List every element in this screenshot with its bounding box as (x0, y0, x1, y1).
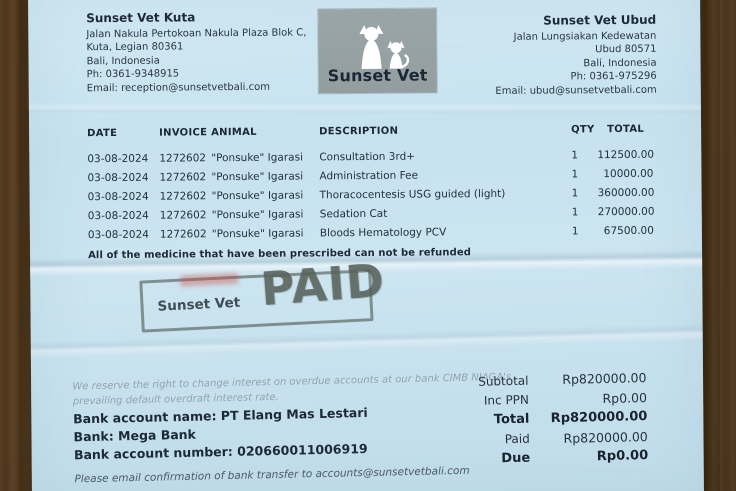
totals-row-due: Due Rp0.00 (402, 446, 648, 471)
sunset-vet-logo: Sunset Vet (318, 8, 437, 94)
totals-value: Rp820000.00 (562, 370, 647, 388)
totals-label: Due (501, 450, 531, 467)
clinic-ubud-email: Email: ubud@sunsetvetbali.com (495, 84, 657, 97)
cell-date: 03-08-2024 (87, 228, 149, 241)
clinic-kuta-email: Email: reception@sunsetvetbali.com (86, 81, 271, 94)
cell-qty: 1 (571, 186, 579, 199)
invoice-items-table: DATE INVOICE ANIMAL DESCRIPTION QTY TOTA… (87, 120, 654, 244)
cell-total: 67500.00 (603, 224, 654, 237)
totals-value: Rp0.00 (602, 389, 648, 406)
totals-value: Rp820000.00 (550, 409, 648, 427)
cell-date: 03-08-2024 (87, 190, 149, 203)
cell-animal: "Ponsuke" Igarasi (211, 207, 304, 221)
header-date: DATE (87, 127, 118, 140)
cell-invoice: 1272602 (159, 189, 207, 203)
totals-value: Rp820000.00 (563, 428, 648, 446)
cell-date: 03-08-2024 (87, 209, 149, 222)
cell-invoice: 1272602 (159, 170, 207, 184)
clinic-ubud-address-line: Bali, Indonesia (583, 57, 657, 69)
clinic-ubud-name: Sunset Vet Ubud (543, 12, 657, 28)
cell-date: 03-08-2024 (87, 152, 149, 165)
cell-qty: 1 (571, 148, 579, 161)
clinic-kuta-address-line: Jalan Nakula Pertokoan Nakula Plaza Blok… (86, 26, 307, 40)
header-description: DESCRIPTION (319, 125, 399, 138)
totals-label: Total (493, 411, 530, 428)
cell-description: Thoracocentesis USG guided (light) (319, 187, 506, 201)
cell-animal: "Ponsuke" Igarasi (211, 150, 304, 164)
cell-invoice: 1272602 (159, 151, 207, 165)
cell-animal: "Ponsuke" Igarasi (211, 188, 304, 202)
totals-label: Paid (504, 431, 530, 447)
cell-description: Bloods Hematology PCV (319, 225, 447, 239)
clinic-ubud-block: Sunset Vet Ubud Jalan Lungsiakan Kedewat… (495, 12, 657, 98)
invoice-paper: Sunset Vet Kuta Jalan Nakula Pertokoan N… (27, 0, 705, 491)
clinic-kuta-block: Sunset Vet Kuta Jalan Nakula Pertokoan N… (86, 10, 307, 95)
header-animal: ANIMAL (211, 126, 257, 139)
cell-total: 360000.00 (597, 186, 655, 199)
dog-cat-silhouette-icon (359, 24, 410, 70)
cell-total: 270000.00 (597, 205, 655, 218)
paid-stamp: Sunset Vet PAID (139, 253, 387, 333)
clinic-ubud-address-line: Ubud 80571 (595, 43, 657, 56)
totals-value: Rp0.00 (596, 448, 649, 465)
stamp-red-mark (180, 272, 239, 287)
clinic-ubud-phone: Ph: 0361-975296 (570, 70, 657, 83)
cell-animal: "Ponsuke" Igarasi (211, 226, 304, 240)
clinic-ubud-address-line: Jalan Lungsiakan Kedewatan (513, 30, 657, 43)
clinic-kuta-name: Sunset Vet Kuta (86, 10, 196, 26)
totals-label: Subtotal (478, 373, 529, 389)
stamp-paid-text: PAID (258, 252, 387, 317)
cell-qty: 1 (571, 205, 579, 218)
cell-total: 112500.00 (597, 148, 655, 161)
totals-block: Subtotal Rp820000.00 Inc PPN Rp0.00 Tota… (400, 368, 648, 471)
totals-label: Inc PPN (483, 392, 530, 408)
cell-invoice: 1272602 (159, 208, 207, 222)
cell-description: Consultation 3rd+ (319, 150, 416, 163)
cell-total: 10000.00 (603, 167, 654, 180)
cell-qty: 1 (571, 167, 579, 180)
header-qty: QTY (571, 124, 595, 136)
cell-invoice: 1272602 (159, 227, 207, 241)
header-total: TOTAL (607, 123, 645, 136)
cell-animal: "Ponsuke" Igarasi (211, 169, 304, 183)
paper-fold-crease (27, 322, 705, 360)
header-invoice: INVOICE (159, 127, 208, 139)
cell-qty: 1 (571, 224, 579, 237)
refund-note: All of the medicine that have been presc… (88, 247, 472, 262)
table-header-row: DATE INVOICE ANIMAL DESCRIPTION QTY TOTA… (87, 120, 653, 143)
cell-date: 03-08-2024 (87, 171, 149, 184)
cell-description: Administration Fee (319, 169, 419, 182)
paper-crease (27, 101, 705, 115)
stamp-brand-text: Sunset Vet (157, 294, 241, 315)
cell-description: Sedation Cat (319, 207, 388, 220)
table-row: 03-08-2024 1272602 "Ponsuke" Igarasi Blo… (88, 221, 654, 244)
